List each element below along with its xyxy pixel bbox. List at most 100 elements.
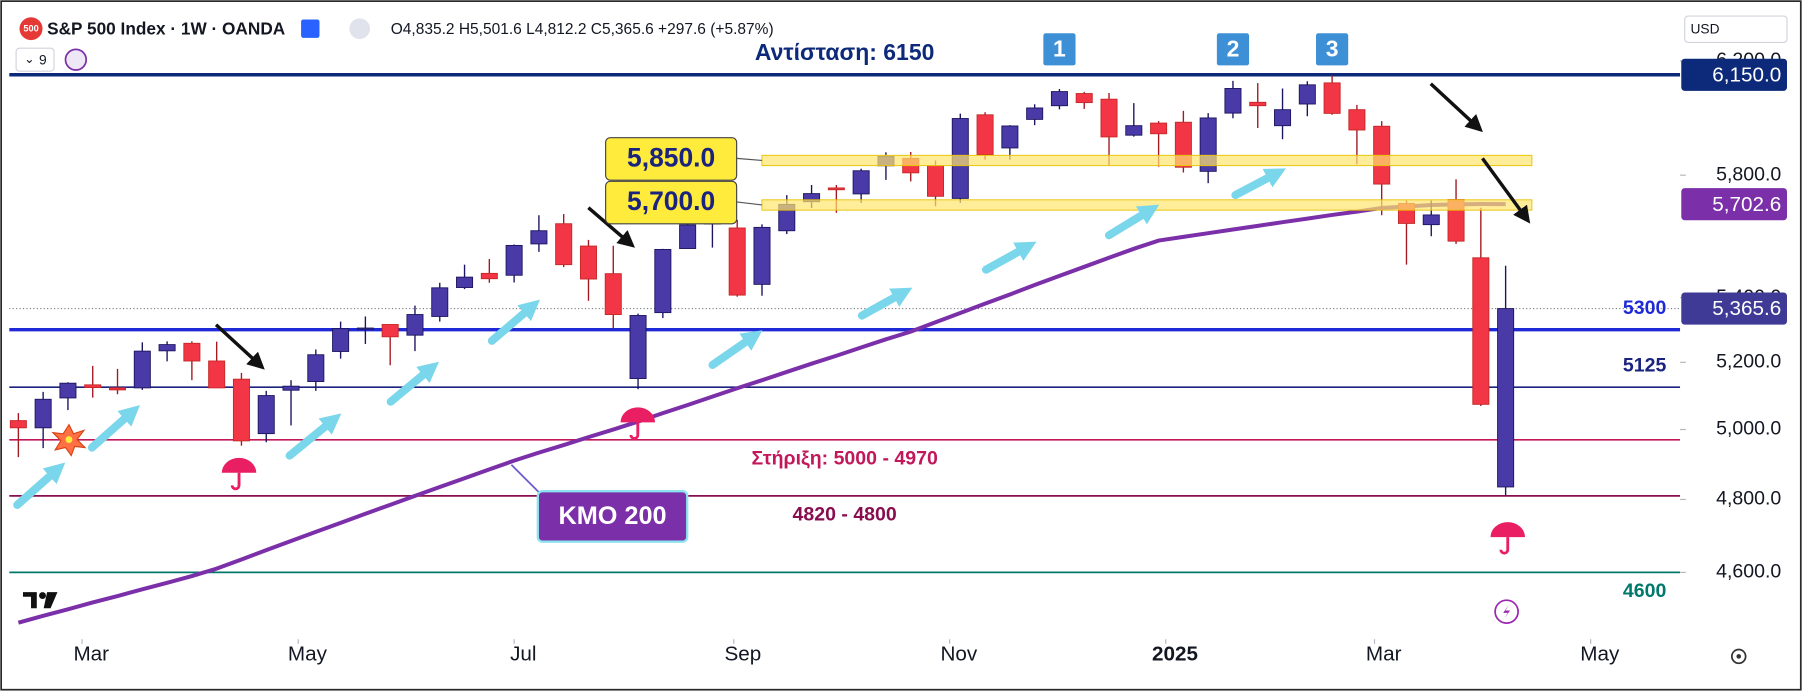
x-tick-label: 2025 [1152, 643, 1198, 666]
level-label: Στήριξη: 5000 - 4970 [751, 447, 937, 469]
flag-icon[interactable] [301, 19, 320, 38]
symbol-title: S&P 500 Index · 1W · OANDA [47, 18, 285, 38]
candle-body [604, 273, 622, 315]
ohlc-readout: O4,835.2 H5,501.6 L4,812.2 C5,365.6 +297… [391, 21, 774, 38]
candle-body [530, 230, 548, 245]
candle-body [183, 342, 201, 362]
x-tick-label: Sep [725, 643, 762, 666]
candle-body [1125, 125, 1143, 136]
wave-marker-box [1216, 33, 1250, 66]
candle-body [1472, 257, 1490, 405]
zone-label-box [605, 137, 738, 181]
candle-body [59, 382, 77, 399]
sync-icon[interactable] [64, 48, 88, 71]
price-tag-label: 5,702.6 [1712, 193, 1781, 216]
zone-label-box [605, 180, 738, 225]
candle-body [1001, 125, 1019, 149]
settings-icon[interactable] [1730, 648, 1747, 665]
price-tag [1681, 188, 1788, 221]
candle-body [158, 344, 176, 352]
candle-body [1075, 93, 1093, 104]
candle-body [827, 187, 845, 191]
menu-button[interactable] [349, 18, 371, 40]
symbol-badge [19, 17, 43, 41]
y-tick-label: 5,200.0 [1716, 350, 1781, 372]
chevron: ⌄ [24, 52, 35, 66]
tv-logo [22, 592, 58, 609]
lightning-icon [1494, 599, 1519, 625]
candle-body [1026, 107, 1044, 120]
y-tick-label: 4,800.0 [1716, 488, 1781, 510]
candle-body [1497, 308, 1515, 488]
candle-body [654, 248, 672, 314]
x-tick-label: May [288, 643, 328, 666]
candle-body [1274, 109, 1292, 127]
price-tag [1681, 58, 1788, 91]
candle-body [232, 378, 250, 442]
price-tag [1681, 292, 1788, 325]
candle-body [976, 114, 994, 156]
annotations: USD 500 S&P 500 Index · 1W · OANDA O4,83… [13, 15, 1788, 665]
x-tick-label: Mar [73, 643, 109, 666]
trend-arrows [13, 168, 1287, 509]
candle-body [1150, 122, 1168, 135]
candle-body [282, 385, 300, 391]
candle-body [1224, 88, 1242, 114]
candle-body [852, 170, 870, 195]
candle-body [109, 387, 127, 391]
price-tag-label: 5,365.6 [1712, 297, 1781, 320]
price-tag-label: 6,150.0 [1712, 63, 1781, 86]
candle-body [1323, 82, 1341, 114]
candle-body [480, 272, 498, 280]
ma-label-box [536, 490, 689, 543]
level-label: 4820 - 4800 [793, 504, 897, 526]
zone-leader [736, 201, 762, 206]
level-label: 5125 [1623, 355, 1667, 377]
candle-body [307, 354, 325, 382]
indicator-count: 9 [39, 52, 47, 67]
zone-label: 5,700.0 [627, 186, 715, 216]
candle-body [133, 350, 151, 389]
candle-body [406, 314, 424, 336]
currency-box[interactable] [1684, 15, 1788, 44]
candle-body [257, 395, 275, 435]
level-label: 4600 [1623, 580, 1667, 602]
y-tick-label: 4,600.0 [1716, 561, 1781, 583]
currency: USD [1690, 21, 1719, 36]
candle-body [332, 328, 350, 352]
zone-band [761, 154, 1533, 167]
candle-body [9, 420, 27, 429]
candle-body [927, 165, 945, 197]
candle-body [629, 315, 647, 379]
x-tick-label: Mar [1366, 643, 1402, 666]
umbrella-icons [221, 407, 1525, 555]
candle-body [1422, 214, 1440, 226]
zone-label: 5,850.0 [627, 142, 715, 172]
candle-body [579, 245, 597, 280]
candle-body [431, 287, 449, 317]
candle-body [456, 276, 474, 288]
x-tick-label: Nov [940, 643, 977, 666]
level-label: Αντίσταση: 6150 [755, 39, 934, 65]
candle-body [1050, 91, 1068, 107]
plot-area [9, 73, 1681, 625]
candle-body [356, 327, 374, 330]
candle-body [34, 398, 52, 429]
symbol-badge-text: 500 [23, 24, 38, 34]
wave-marker-box [1043, 33, 1076, 66]
candle-body [728, 227, 746, 296]
ma-label: ΚΜΟ 200 [558, 502, 666, 530]
wave-marker-box [1316, 33, 1349, 66]
y-tick-label: 5,000.0 [1716, 418, 1781, 440]
candle-body [208, 360, 226, 389]
overlays: 4,600.04,800.05,000.05,200.05,400.05,800… [73, 33, 1788, 666]
ma-label-connector [510, 464, 544, 497]
x-tick-label: Jul [510, 643, 536, 666]
level-label: 5300 [1623, 297, 1667, 319]
down-arrows [214, 82, 1531, 370]
indicator-toggle[interactable] [15, 47, 55, 72]
